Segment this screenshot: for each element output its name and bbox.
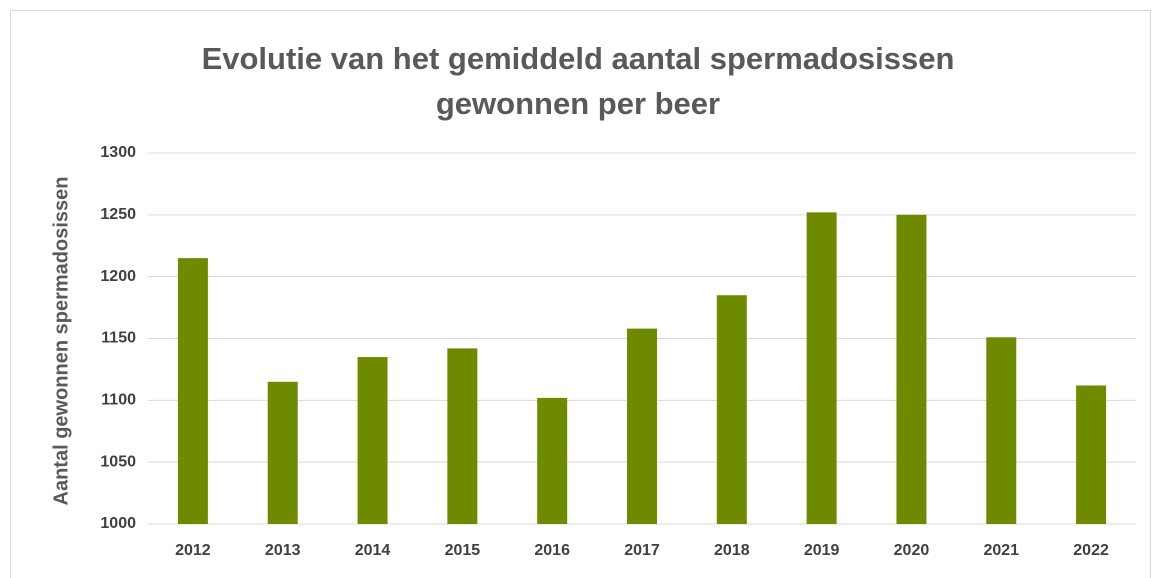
chart-title: Evolutie van het gemiddeld aantal sperma… [201, 41, 955, 121]
x-tick-label: 2021 [983, 542, 1019, 559]
bar [716, 295, 747, 524]
bar [1076, 385, 1107, 524]
y-axis-label: Aantal gewonnen spermadosissen [50, 177, 72, 506]
y-tick-label: 1250 [100, 206, 136, 223]
y-tick-label: 1300 [100, 144, 136, 161]
x-tick-label: 2012 [175, 542, 211, 559]
x-tick-label: 2022 [1073, 542, 1109, 559]
bar [357, 357, 388, 524]
bar [447, 348, 478, 524]
bar [537, 397, 568, 524]
bar [267, 381, 298, 524]
x-tick-label: 2019 [804, 542, 840, 559]
x-tick-label: 2014 [355, 542, 391, 559]
y-tick-label: 1050 [100, 453, 136, 470]
x-tick-label: 2017 [624, 542, 660, 559]
bar [986, 337, 1017, 524]
x-tick-label: 2013 [265, 542, 301, 559]
y-tick-label: 1100 [101, 392, 136, 409]
bar [627, 328, 657, 524]
bar [806, 212, 837, 525]
x-tick-label: 2020 [894, 542, 930, 559]
x-tick-label: 2018 [714, 542, 750, 559]
y-tick-label: 1150 [101, 330, 136, 347]
y-tick-label: 1200 [100, 268, 136, 285]
x-tick-label: 2015 [445, 542, 481, 559]
chart-border [10, 10, 1151, 578]
bar [177, 258, 208, 524]
y-tick-label: 1000 [100, 515, 136, 532]
bar [896, 214, 927, 525]
x-tick-label: 2016 [534, 542, 570, 559]
